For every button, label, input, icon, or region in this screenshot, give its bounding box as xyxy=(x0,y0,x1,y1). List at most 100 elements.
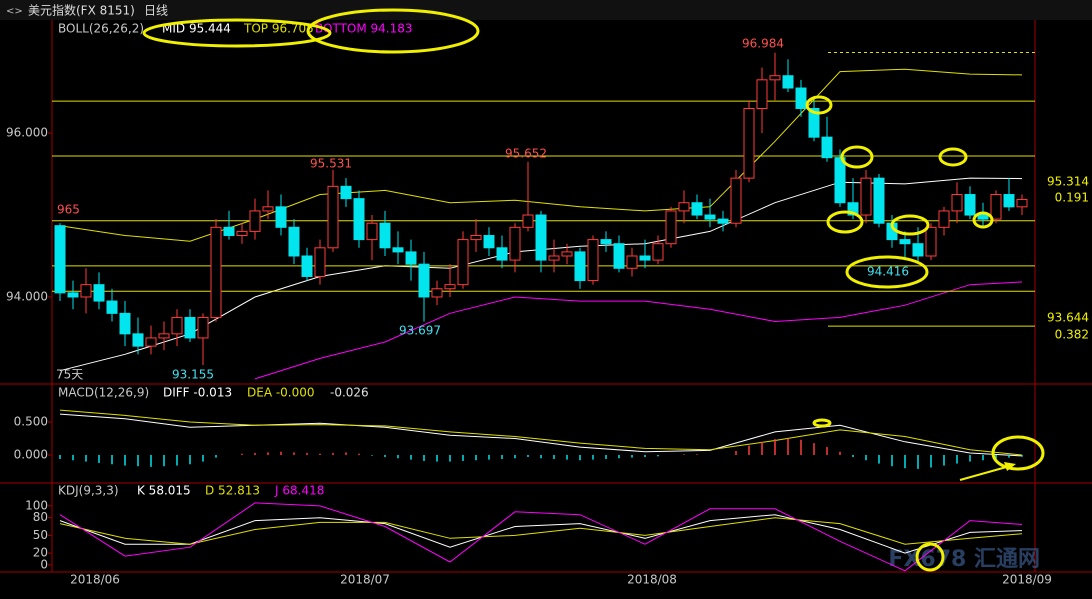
candle-body xyxy=(730,177,742,224)
legend-entry: BOTTOM 94.183 xyxy=(315,22,413,36)
candle-body xyxy=(834,157,846,204)
candle-body xyxy=(210,226,222,318)
candle-body xyxy=(80,284,92,298)
legend-entry: K 58.015 xyxy=(137,484,191,498)
y-tick-label: 20 xyxy=(33,546,48,560)
period[interactable]: 日线 xyxy=(144,4,168,18)
candle-body xyxy=(613,243,625,269)
candle-body xyxy=(496,247,508,261)
right-label: 0.191 xyxy=(1055,191,1089,205)
x-tick-label: 2018/09 xyxy=(1002,573,1052,587)
candle-body xyxy=(639,255,651,261)
legend-entry: DEA -0.000 xyxy=(247,386,315,400)
indicator-line xyxy=(254,281,1023,380)
candle-body xyxy=(1003,194,1015,208)
candle-body xyxy=(769,75,781,81)
candle-body xyxy=(54,225,66,294)
y-tick-label: 94.000 xyxy=(6,289,48,303)
annotations xyxy=(142,8,1045,572)
candle-body xyxy=(119,312,131,335)
highlight xyxy=(845,255,929,289)
indicator-line xyxy=(59,514,1023,554)
right-label: 0.382 xyxy=(1055,328,1089,342)
instrument: 美元指数(FX 8151) xyxy=(28,3,135,18)
candle-body xyxy=(457,239,469,286)
candle-body xyxy=(535,214,547,261)
candle-body xyxy=(522,214,534,228)
candle-body xyxy=(548,255,560,261)
candle-body xyxy=(405,251,417,265)
candle-body xyxy=(1016,198,1028,208)
candle-body xyxy=(366,222,378,241)
candle-body xyxy=(314,247,326,277)
candle-body xyxy=(236,230,248,237)
highlight xyxy=(991,435,1045,471)
y-tick-label: 100 xyxy=(25,498,48,512)
note: 75天 xyxy=(56,368,83,382)
candle-body xyxy=(106,300,118,314)
candle-body xyxy=(600,239,612,245)
price-annotation: 93.155 xyxy=(172,368,214,382)
arrow-head xyxy=(1004,462,1016,471)
y-tick-label: 0.000 xyxy=(14,447,48,461)
candle-body xyxy=(587,239,599,282)
y-tick-label: 96.000 xyxy=(6,126,48,140)
candle-body xyxy=(275,206,287,228)
candle-body xyxy=(483,235,495,249)
candle-body xyxy=(912,243,924,257)
price-annotation: 96.984 xyxy=(742,37,784,51)
marks: BOLL(26,26,2) 96.000 94.000 MID 95.444 TOP 9… xyxy=(6,22,1089,587)
candle-body xyxy=(977,214,989,220)
highlight xyxy=(972,211,994,229)
candle-body xyxy=(665,210,677,245)
indicator-line xyxy=(59,409,1023,456)
candle-body xyxy=(821,136,833,159)
candle-body xyxy=(171,316,183,335)
highlight xyxy=(915,542,945,572)
candle-body xyxy=(145,337,157,347)
panel-title: MACD(12,26,9) xyxy=(58,386,149,400)
candle-body xyxy=(795,87,807,109)
candle-body xyxy=(847,202,859,216)
price-annotation: 95.531 xyxy=(310,157,352,171)
candle-body xyxy=(197,316,209,339)
candle-body xyxy=(184,316,196,339)
note: 965 xyxy=(57,203,80,217)
candle-body xyxy=(860,177,872,216)
candle-body xyxy=(808,107,820,138)
candle-body xyxy=(223,226,235,237)
y-tick-label: 0 xyxy=(40,557,48,571)
candle-body xyxy=(873,177,885,224)
highlight xyxy=(840,145,874,169)
candle-body xyxy=(951,194,963,212)
highlight xyxy=(805,95,833,115)
candle-body xyxy=(301,255,313,277)
candle-body xyxy=(249,210,261,232)
legend-entry: D 52.813 xyxy=(205,484,260,498)
candle-body xyxy=(756,79,768,109)
candle-body xyxy=(418,263,430,298)
candle-body xyxy=(925,226,937,257)
legend-entry: DIFF -0.013 xyxy=(163,386,232,400)
candle-body xyxy=(704,214,716,220)
right-label: 93.644 xyxy=(1047,311,1089,325)
candle-body xyxy=(353,198,365,241)
candle-body xyxy=(392,247,404,253)
price-annotation: 95.652 xyxy=(505,147,547,161)
x-tick-label: 2018/06 xyxy=(70,573,120,587)
candle-body xyxy=(691,202,703,216)
title-bar xyxy=(0,0,1092,20)
icon[interactable]: <> xyxy=(6,6,23,17)
price-annotation: 93.697 xyxy=(399,324,441,338)
legend-entry: MID 95.444 xyxy=(162,22,231,36)
candle-body xyxy=(288,226,300,257)
y-tick-label: 80 xyxy=(33,510,48,524)
highlight xyxy=(890,214,930,236)
candle-body xyxy=(899,239,911,245)
candle-body xyxy=(509,226,521,261)
candle-body xyxy=(990,194,1002,220)
highlight xyxy=(142,18,332,48)
candle-body xyxy=(652,243,664,261)
